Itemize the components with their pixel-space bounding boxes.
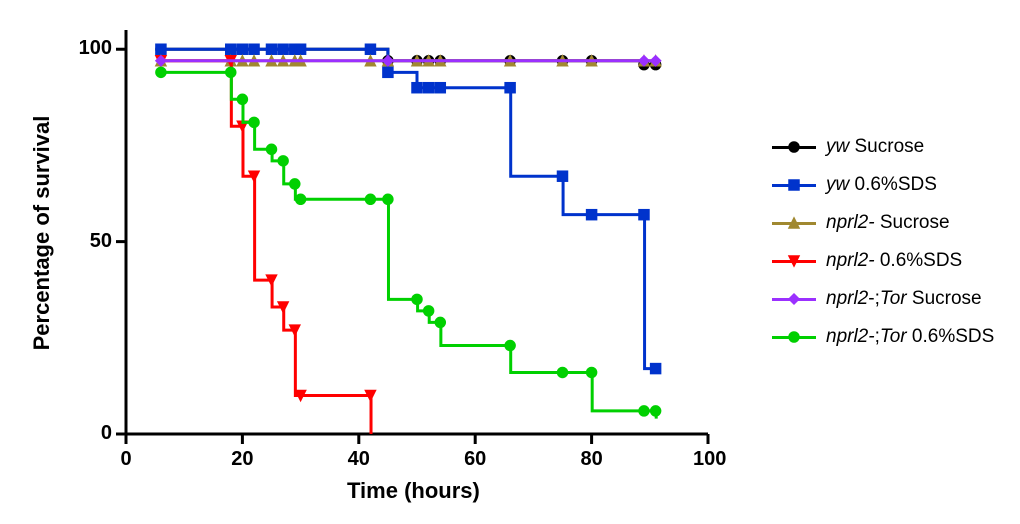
series-line bbox=[161, 49, 656, 368]
x-tick-label: 60 bbox=[460, 448, 490, 471]
x-tick-label: 40 bbox=[344, 448, 374, 471]
series-line bbox=[161, 61, 371, 434]
y-axis-title: Percentage of survival bbox=[29, 103, 55, 363]
x-tick-label: 80 bbox=[577, 448, 607, 471]
x-tick-label: 100 bbox=[693, 448, 723, 471]
x-axis-title: Time (hours) bbox=[347, 478, 480, 504]
legend-item: nprl2-;Tor 0.6%SDS bbox=[772, 318, 994, 356]
x-tick-label: 0 bbox=[111, 448, 141, 471]
y-tick-label: 50 bbox=[68, 230, 112, 253]
legend-item: yw Sucrose bbox=[772, 128, 994, 166]
legend: yw Sucrose yw 0.6%SDS nprl2- Sucrose nprl2-… bbox=[772, 128, 994, 356]
legend-label: nprl2-;Tor Sucrose bbox=[826, 288, 982, 310]
legend-item: nprl2- 0.6%SDS bbox=[772, 242, 994, 280]
plot-area bbox=[96, 10, 738, 474]
legend-label: nprl2- 0.6%SDS bbox=[826, 250, 962, 272]
legend-label: nprl2- Sucrose bbox=[826, 212, 950, 234]
legend-item: nprl2- Sucrose bbox=[772, 204, 994, 242]
y-tick-label: 100 bbox=[68, 37, 112, 60]
y-tick-label: 0 bbox=[68, 422, 112, 445]
series-line bbox=[161, 72, 656, 418]
legend-label: yw 0.6%SDS bbox=[826, 174, 937, 196]
legend-label: yw Sucrose bbox=[826, 136, 924, 158]
legend-item: nprl2-;Tor Sucrose bbox=[772, 280, 994, 318]
legend-label: nprl2-;Tor 0.6%SDS bbox=[826, 326, 994, 348]
legend-item: yw 0.6%SDS bbox=[772, 166, 994, 204]
survival-chart: Percentage of survival Time (hours) yw S… bbox=[0, 0, 1020, 524]
x-tick-label: 20 bbox=[227, 448, 257, 471]
